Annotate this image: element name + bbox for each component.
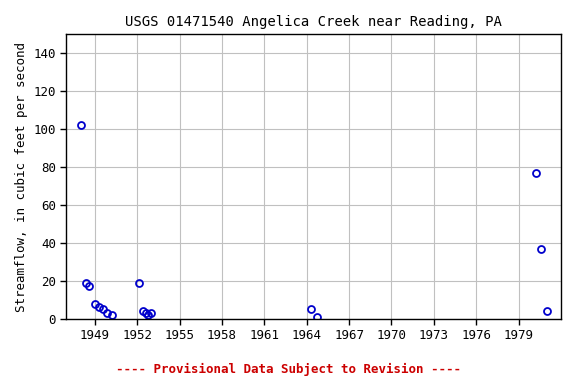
Title: USGS 01471540 Angelica Creek near Reading, PA: USGS 01471540 Angelica Creek near Readin…	[126, 15, 502, 29]
Text: ---- Provisional Data Subject to Revision ----: ---- Provisional Data Subject to Revisio…	[116, 363, 460, 376]
Y-axis label: Streamflow, in cubic feet per second: Streamflow, in cubic feet per second	[15, 41, 28, 311]
